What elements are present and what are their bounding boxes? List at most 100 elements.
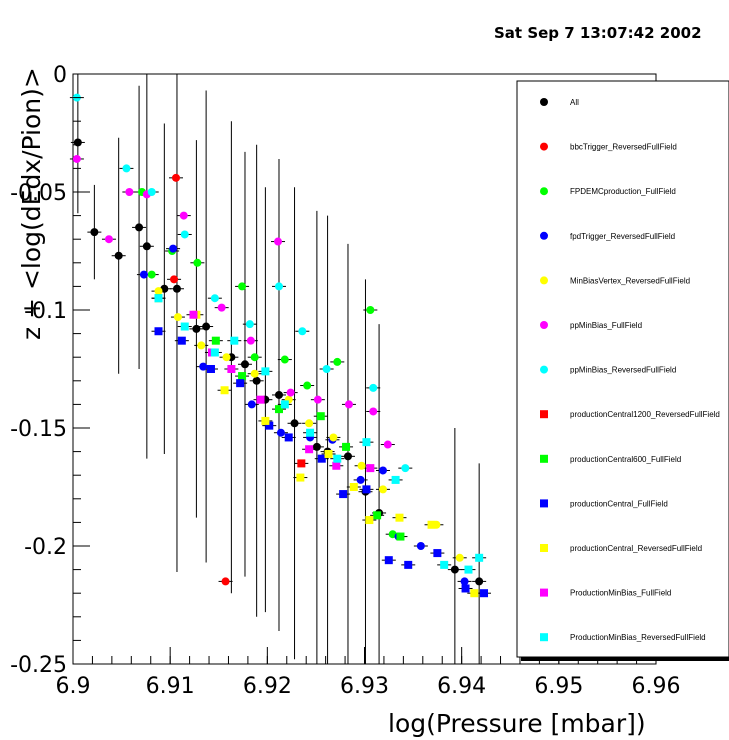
x-axis-title: log(Pressure [mbar]) [388, 709, 646, 738]
point-square [211, 336, 220, 345]
point-circle [329, 433, 338, 442]
x-tick-label: 6.9 [56, 674, 91, 699]
point-square [404, 560, 413, 569]
point-square [339, 490, 348, 499]
x-tick-label: 6.92 [243, 674, 292, 699]
point-circle [322, 365, 331, 373]
point-circle [170, 275, 179, 284]
point-circle [450, 565, 459, 574]
point-square [206, 365, 215, 373]
point-square [280, 400, 289, 409]
legend-label: ppMinBias_FullField [570, 321, 642, 330]
point-square [373, 511, 382, 520]
point-square [305, 445, 314, 454]
point-square [396, 532, 405, 541]
point-square [316, 412, 325, 421]
point-square [427, 520, 436, 529]
legend-label: productionCentral_FullField [570, 499, 668, 508]
point-circle [312, 442, 321, 451]
point-square [306, 428, 315, 437]
point-circle [142, 242, 151, 251]
x-tick-label: 6.96 [632, 674, 681, 699]
point-circle [356, 475, 365, 484]
point-circle [217, 303, 226, 312]
legend-marker [540, 633, 548, 642]
point-square [333, 454, 342, 463]
point-circle [72, 154, 81, 163]
x-tick-label: 6.91 [146, 674, 195, 699]
point-circle [222, 353, 231, 362]
legend-marker [540, 231, 548, 240]
point-circle [343, 452, 352, 461]
point-circle [173, 313, 182, 322]
point-square [470, 589, 479, 598]
point-circle [169, 244, 178, 253]
point-square [384, 556, 393, 565]
point-circle [475, 577, 484, 586]
point-square [210, 348, 219, 357]
legend-marker [540, 321, 548, 329]
point-square [236, 379, 245, 388]
point-circle [378, 485, 387, 494]
point-square [238, 372, 247, 381]
point-circle [333, 357, 342, 366]
legend-label: ProductionMinBias_FullField [570, 589, 671, 598]
point-circle [383, 440, 392, 449]
point-square [324, 449, 333, 458]
point-circle [280, 355, 289, 364]
point-square [395, 513, 404, 522]
legend-marker [540, 187, 548, 196]
point-circle [104, 235, 113, 244]
point-circle [135, 223, 144, 232]
legend: All bbcTrigger_ReversedFullField FPDEMCpro… [516, 80, 729, 661]
point-circle [305, 419, 314, 428]
point-square [433, 549, 442, 558]
point-circle [252, 376, 261, 385]
legend-label: bbcTrigger_ReversedFullField [570, 143, 677, 152]
point-circle [274, 237, 283, 246]
point-circle [290, 419, 299, 428]
point-circle [303, 381, 312, 390]
point-circle [286, 388, 295, 397]
point-square [475, 553, 484, 562]
y-tick-label: -0.05 [10, 181, 67, 206]
point-circle [366, 306, 375, 314]
point-circle [344, 400, 353, 409]
legend-box [516, 80, 729, 658]
point-circle [147, 270, 156, 279]
legend-label: productionCentral_ReversedFullField [570, 544, 702, 553]
legend-label: ppMinBias_ReversedFullField [570, 366, 676, 375]
point-square [317, 454, 326, 463]
legend-label: MinBiasVertex_ReversedFullField [570, 276, 690, 285]
y-tick-label: -0.15 [10, 417, 67, 442]
y-tick-label: -0.2 [24, 535, 67, 560]
legend-marker [540, 142, 548, 151]
point-circle [274, 282, 283, 291]
point-circle [246, 336, 255, 345]
point-square [230, 336, 239, 345]
point-circle [378, 466, 387, 475]
point-circle [139, 270, 148, 279]
point-square [256, 395, 265, 404]
point-square [362, 485, 371, 494]
point-circle [122, 164, 131, 173]
legend-marker [540, 98, 548, 106]
y-tick-label: -0.25 [10, 653, 67, 678]
point-circle [238, 282, 247, 291]
point-square [180, 322, 189, 331]
legend-marker [540, 588, 548, 597]
point-square [154, 294, 163, 303]
point-circle [460, 577, 469, 586]
y-tick-label: -0.1 [24, 299, 67, 324]
point-square [342, 442, 351, 451]
legend-marker [540, 499, 548, 508]
point-square [261, 416, 270, 425]
legend-marker [540, 410, 548, 419]
point-square [461, 584, 470, 593]
point-square [297, 459, 306, 468]
point-square [220, 386, 229, 395]
legend-label: ProductionMinBias_ReversedFullField [570, 633, 706, 642]
point-circle [199, 362, 208, 371]
point-square [189, 310, 198, 319]
